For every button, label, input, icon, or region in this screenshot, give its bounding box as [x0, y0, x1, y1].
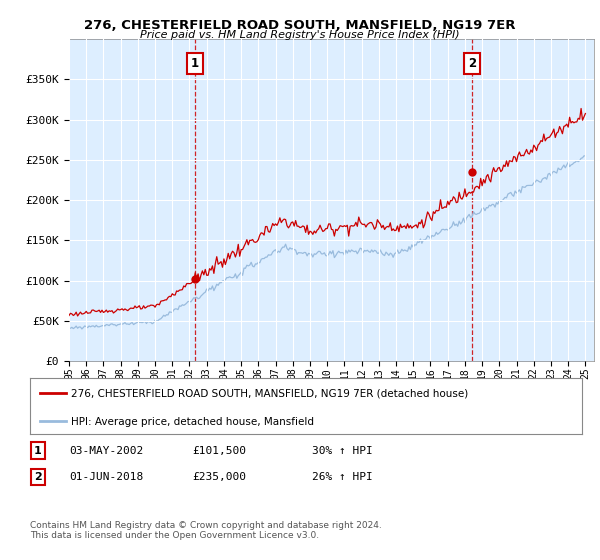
- Text: £235,000: £235,000: [192, 472, 246, 482]
- Text: 30% ↑ HPI: 30% ↑ HPI: [312, 446, 373, 456]
- Text: HPI: Average price, detached house, Mansfield: HPI: Average price, detached house, Mans…: [71, 417, 314, 427]
- Text: 2: 2: [468, 57, 476, 70]
- Text: £101,500: £101,500: [192, 446, 246, 456]
- Text: 1: 1: [34, 446, 41, 456]
- Text: 1: 1: [191, 57, 199, 70]
- Text: 276, CHESTERFIELD ROAD SOUTH, MANSFIELD, NG19 7ER (detached house): 276, CHESTERFIELD ROAD SOUTH, MANSFIELD,…: [71, 389, 469, 399]
- Text: Price paid vs. HM Land Registry's House Price Index (HPI): Price paid vs. HM Land Registry's House …: [140, 30, 460, 40]
- Text: Contains HM Land Registry data © Crown copyright and database right 2024.
This d: Contains HM Land Registry data © Crown c…: [30, 521, 382, 540]
- Text: 01-JUN-2018: 01-JUN-2018: [69, 472, 143, 482]
- Text: 276, CHESTERFIELD ROAD SOUTH, MANSFIELD, NG19 7ER: 276, CHESTERFIELD ROAD SOUTH, MANSFIELD,…: [84, 19, 516, 32]
- Text: 03-MAY-2002: 03-MAY-2002: [69, 446, 143, 456]
- Text: 2: 2: [34, 472, 41, 482]
- Text: 26% ↑ HPI: 26% ↑ HPI: [312, 472, 373, 482]
